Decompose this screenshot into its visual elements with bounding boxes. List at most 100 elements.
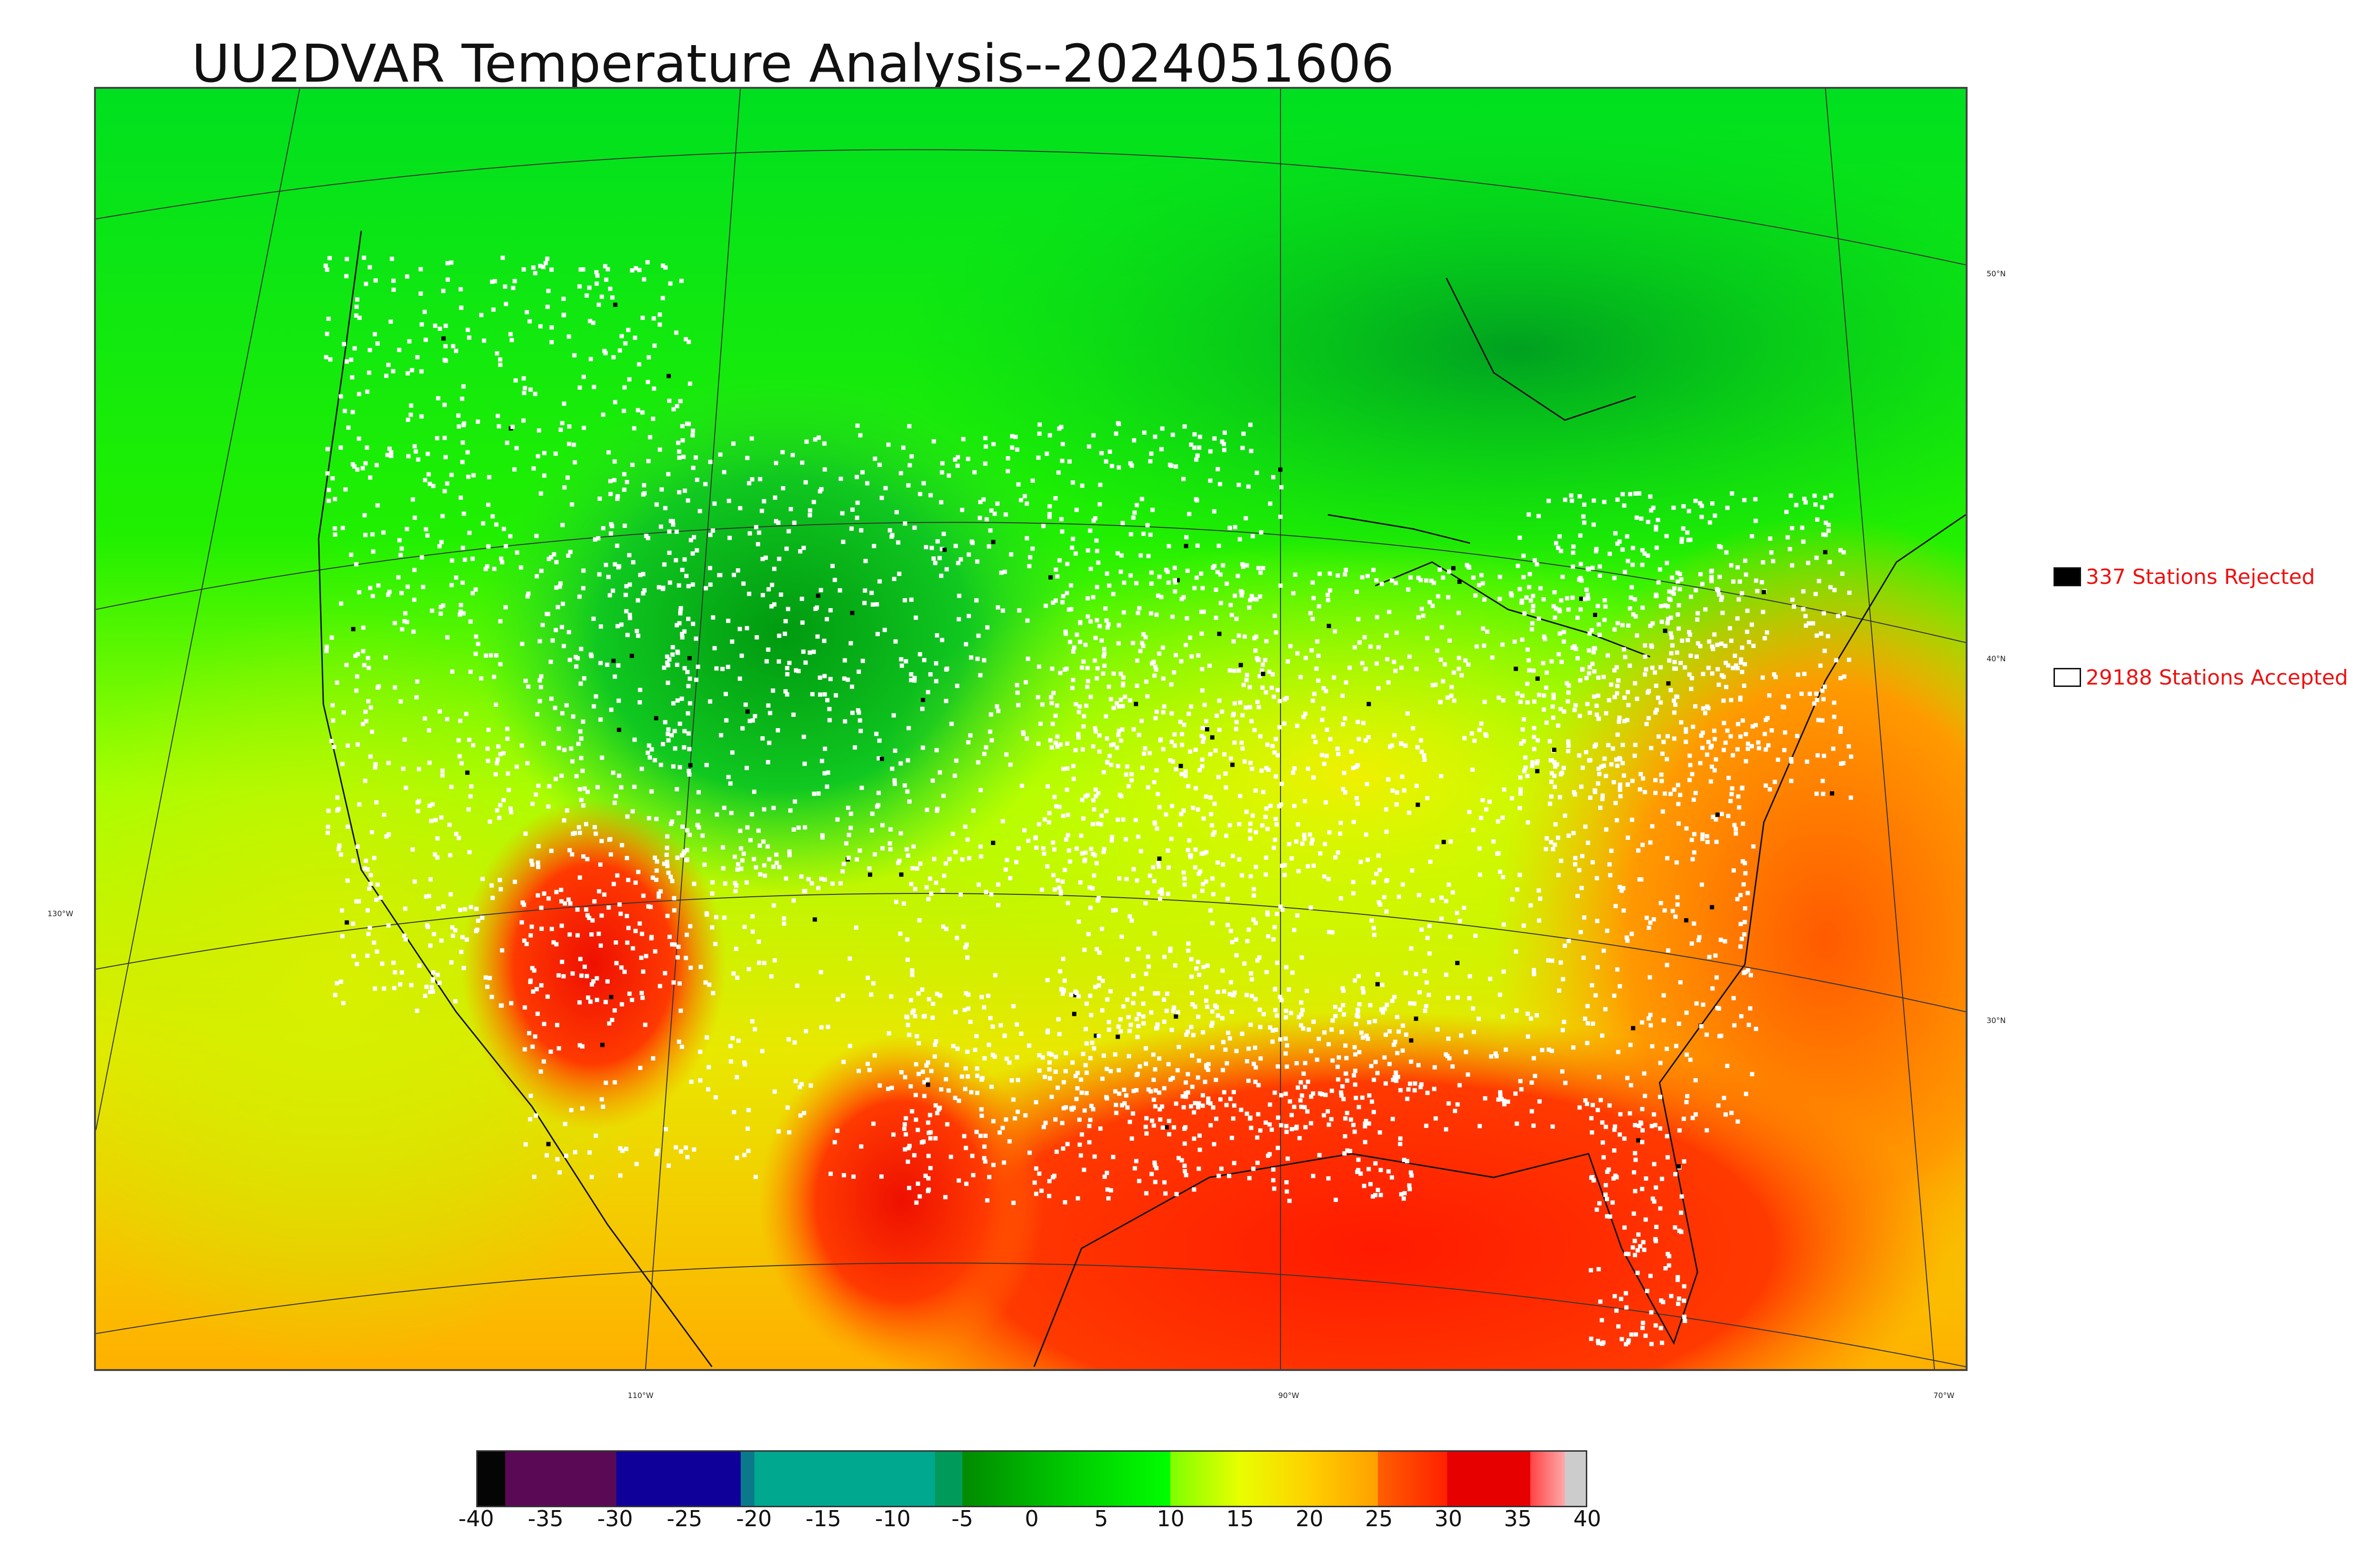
accepted-station-marker — [1240, 713, 1245, 718]
accepted-station-marker — [1517, 873, 1522, 877]
accepted-station-marker — [368, 882, 373, 886]
accepted-station-marker — [855, 475, 859, 479]
accepted-station-marker — [1541, 597, 1546, 601]
accepted-station-marker — [682, 666, 687, 671]
accepted-station-marker — [335, 680, 339, 685]
accepted-station-marker — [1273, 1027, 1278, 1032]
accepted-station-marker — [1241, 564, 1245, 569]
accepted-station-marker — [1619, 1296, 1623, 1301]
accepted-station-marker — [1573, 703, 1578, 708]
accepted-station-marker — [944, 567, 949, 572]
accepted-station-marker — [804, 439, 809, 444]
accepted-station-marker — [539, 674, 544, 679]
accepted-station-marker — [912, 678, 917, 683]
accepted-station-marker — [1247, 1176, 1252, 1181]
accepted-station-marker — [1099, 638, 1104, 643]
accepted-station-marker — [325, 447, 330, 451]
accepted-station-marker — [737, 627, 742, 631]
accepted-station-marker — [1542, 707, 1546, 712]
accepted-station-marker — [926, 897, 931, 901]
accepted-station-marker — [1629, 1332, 1634, 1337]
accepted-station-marker — [344, 359, 349, 364]
accepted-station-marker — [485, 746, 490, 751]
accepted-station-marker — [545, 1153, 549, 1158]
accepted-station-marker — [451, 933, 455, 938]
accepted-station-marker — [357, 802, 362, 807]
accepted-station-marker — [1081, 747, 1085, 752]
accepted-station-marker — [465, 450, 470, 455]
accepted-station-marker — [534, 534, 539, 538]
accepted-station-marker — [368, 586, 373, 591]
accepted-station-marker — [674, 558, 678, 563]
accepted-station-marker — [562, 818, 566, 823]
accepted-station-marker — [1102, 647, 1107, 651]
accepted-station-marker — [1750, 534, 1754, 538]
accepted-station-marker — [1665, 561, 1669, 565]
accepted-station-marker — [1325, 592, 1330, 597]
accepted-station-marker — [943, 1195, 948, 1200]
accepted-station-marker — [1416, 575, 1421, 580]
accepted-station-marker — [777, 556, 782, 561]
accepted-station-marker — [1823, 496, 1828, 500]
accepted-station-marker — [1656, 695, 1660, 700]
accepted-station-marker — [1082, 714, 1086, 719]
accepted-station-marker — [1814, 791, 1819, 796]
accepted-station-marker — [622, 409, 626, 413]
accepted-station-marker — [848, 811, 853, 816]
accepted-station-marker — [363, 461, 368, 466]
accepted-station-marker — [1612, 1148, 1617, 1153]
accepted-station-marker — [1527, 572, 1532, 576]
accepted-station-marker — [1712, 768, 1717, 773]
accepted-station-marker — [1559, 858, 1564, 863]
accepted-station-marker — [1179, 812, 1184, 817]
accepted-station-marker — [1166, 848, 1170, 853]
accepted-station-marker — [1102, 1053, 1106, 1058]
accepted-station-marker — [582, 425, 586, 430]
accepted-station-marker — [1473, 933, 1478, 938]
accepted-station-marker — [787, 853, 792, 857]
accepted-station-marker — [1033, 836, 1038, 841]
accepted-station-marker — [1338, 820, 1343, 825]
accepted-station-marker — [1404, 970, 1408, 975]
accepted-station-marker — [590, 982, 594, 987]
accepted-station-marker — [672, 729, 677, 733]
accepted-station-marker — [1743, 732, 1748, 736]
accepted-station-marker — [1047, 811, 1052, 816]
accepted-station-marker — [835, 817, 840, 822]
accepted-station-marker — [1310, 617, 1315, 621]
accepted-station-marker — [1526, 512, 1531, 517]
accepted-station-marker — [1156, 593, 1160, 598]
accepted-station-marker — [1462, 905, 1467, 910]
accepted-station-marker — [600, 755, 604, 760]
accepted-station-marker — [1238, 700, 1243, 705]
accepted-station-marker — [1094, 861, 1099, 865]
accepted-station-marker — [880, 846, 885, 851]
accepted-station-marker — [1116, 421, 1121, 425]
accepted-station-marker — [1754, 578, 1759, 583]
accepted-station-marker — [982, 658, 987, 663]
accepted-station-marker — [577, 1000, 582, 1005]
accepted-station-marker — [501, 526, 506, 531]
accepted-station-marker — [754, 525, 759, 529]
accepted-station-marker — [1223, 771, 1228, 776]
accepted-station-marker — [1500, 815, 1505, 820]
accepted-station-marker — [1587, 631, 1592, 636]
accepted-station-marker — [350, 410, 355, 414]
accepted-station-marker — [1096, 896, 1101, 901]
accepted-station-marker — [646, 459, 651, 463]
accepted-station-marker — [966, 1006, 970, 1011]
accepted-station-marker — [564, 703, 569, 708]
accepted-station-marker — [1430, 898, 1435, 903]
accepted-station-marker — [560, 421, 565, 425]
accepted-station-marker — [367, 265, 372, 270]
accepted-station-marker — [1820, 779, 1825, 783]
accepted-station-marker — [787, 1130, 791, 1135]
accepted-station-marker — [906, 853, 911, 858]
accepted-station-marker — [1352, 1129, 1357, 1134]
accepted-station-marker — [538, 1069, 543, 1074]
accepted-station-marker — [528, 319, 532, 324]
accepted-station-marker — [1200, 1103, 1205, 1108]
accepted-station-marker — [480, 915, 485, 920]
accepted-station-marker — [1673, 1172, 1678, 1176]
accepted-station-marker — [1642, 790, 1647, 794]
